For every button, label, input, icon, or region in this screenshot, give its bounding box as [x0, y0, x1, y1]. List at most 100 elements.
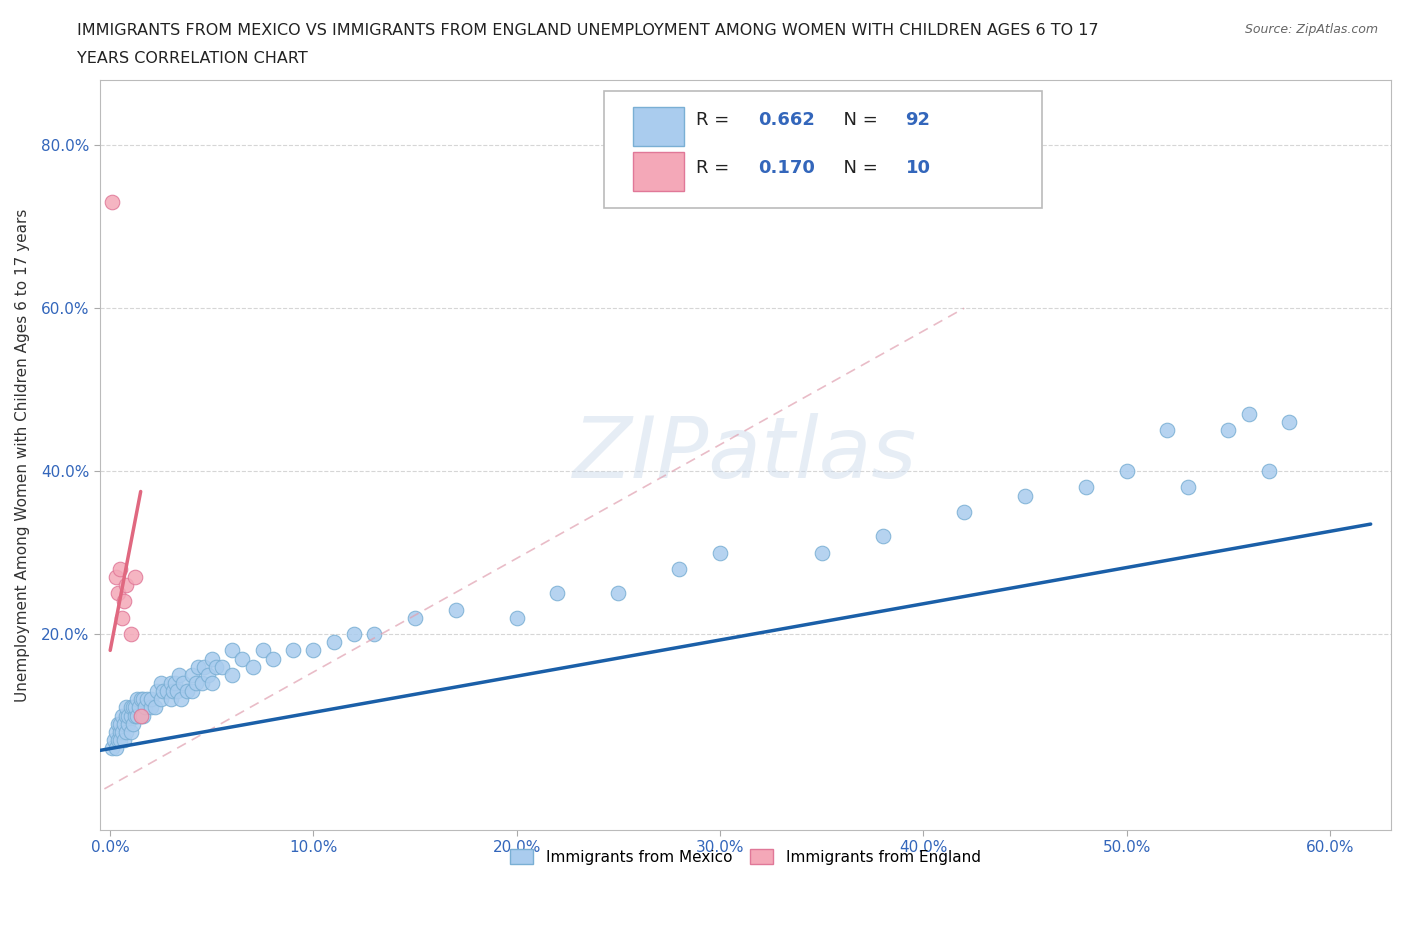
Point — [115, 700, 138, 715]
Point — [128, 700, 150, 715]
Point — [139, 692, 162, 707]
Point — [120, 700, 142, 715]
Y-axis label: Unemployment Among Women with Children Ages 6 to 17 years: Unemployment Among Women with Children A… — [15, 208, 30, 701]
Point — [117, 716, 139, 731]
Point — [363, 627, 385, 642]
Text: R =: R = — [696, 159, 735, 177]
Point — [121, 700, 143, 715]
Point — [190, 675, 212, 690]
Point — [1278, 415, 1301, 430]
Point — [1218, 423, 1240, 438]
Point — [193, 659, 215, 674]
Point — [115, 578, 138, 592]
Point — [129, 708, 152, 723]
FancyBboxPatch shape — [603, 91, 1042, 207]
Point — [211, 659, 233, 674]
Text: 92: 92 — [905, 111, 931, 129]
Point — [404, 610, 426, 625]
FancyBboxPatch shape — [633, 107, 683, 146]
Point — [201, 675, 224, 690]
Point — [135, 692, 157, 707]
Point — [120, 724, 142, 739]
Point — [107, 586, 129, 601]
Text: R =: R = — [696, 111, 735, 129]
Point — [709, 545, 731, 560]
Point — [105, 724, 128, 739]
Point — [115, 724, 138, 739]
Point — [180, 684, 202, 698]
Point — [546, 586, 568, 601]
Text: 10: 10 — [905, 159, 931, 177]
Point — [166, 684, 188, 698]
Point — [607, 586, 630, 601]
Point — [187, 659, 209, 674]
Point — [134, 700, 156, 715]
FancyBboxPatch shape — [633, 153, 683, 192]
Point — [125, 708, 148, 723]
Point — [242, 659, 264, 674]
Point — [444, 603, 467, 618]
Point — [124, 700, 146, 715]
Point — [110, 562, 132, 577]
Point — [115, 708, 138, 723]
Point — [162, 684, 184, 698]
Point — [132, 692, 155, 707]
Point — [176, 684, 198, 698]
Point — [1177, 480, 1199, 495]
Point — [668, 562, 690, 577]
Point — [107, 716, 129, 731]
Text: 0.170: 0.170 — [758, 159, 815, 177]
Point — [160, 675, 183, 690]
Point — [160, 692, 183, 707]
Point — [111, 708, 134, 723]
Point — [129, 692, 152, 707]
Point — [953, 504, 976, 519]
Point — [117, 708, 139, 723]
Point — [150, 692, 173, 707]
Point — [1156, 423, 1178, 438]
Point — [302, 643, 325, 658]
Point — [146, 684, 169, 698]
Point — [184, 675, 207, 690]
Point — [1014, 488, 1036, 503]
Point — [112, 594, 135, 609]
Point — [152, 684, 174, 698]
Point — [172, 675, 194, 690]
Point — [201, 651, 224, 666]
Point — [121, 716, 143, 731]
Point — [810, 545, 832, 560]
Point — [283, 643, 305, 658]
Point — [112, 716, 135, 731]
Point — [1074, 480, 1097, 495]
Text: Source: ZipAtlas.com: Source: ZipAtlas.com — [1244, 23, 1378, 36]
Point — [156, 684, 179, 698]
Point — [105, 569, 128, 584]
Point — [124, 569, 146, 584]
Point — [110, 733, 132, 748]
Point — [105, 740, 128, 755]
Point — [169, 668, 191, 683]
Point — [101, 740, 124, 755]
Point — [180, 668, 202, 683]
Point — [143, 700, 166, 715]
Point — [120, 627, 142, 642]
Point — [165, 675, 187, 690]
Point — [132, 708, 155, 723]
Text: YEARS CORRELATION CHART: YEARS CORRELATION CHART — [77, 51, 308, 66]
Point — [150, 675, 173, 690]
Point — [872, 529, 894, 544]
Point — [125, 692, 148, 707]
Point — [170, 692, 193, 707]
Point — [101, 195, 124, 210]
Point — [343, 627, 366, 642]
Point — [1258, 464, 1281, 479]
Point — [1237, 406, 1260, 421]
Point — [139, 700, 162, 715]
Point — [110, 716, 132, 731]
Point — [120, 708, 142, 723]
Point — [221, 668, 243, 683]
Point — [112, 733, 135, 748]
Point — [221, 643, 243, 658]
Point — [231, 651, 253, 666]
Text: N =: N = — [832, 159, 883, 177]
